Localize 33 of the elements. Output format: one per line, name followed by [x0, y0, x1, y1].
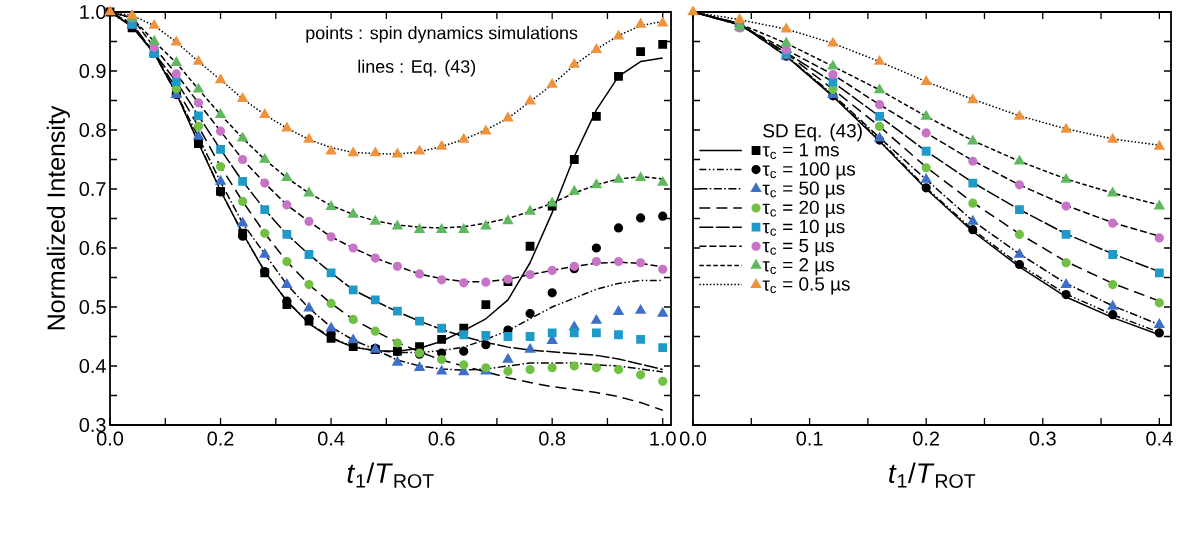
x-tick-label: 0.8: [539, 431, 566, 446]
x-tick-label: 0.0: [679, 431, 707, 446]
y-tick-label: 0.5: [79, 299, 106, 315]
x-axis-title: t$_{1}$/T$_{ROT}$: [889, 462, 976, 488]
legend-label: τ$_{c}$ = 1 ms: [762, 143, 839, 159]
x-tick-label: 0.0: [96, 431, 124, 446]
y-tick-label: 1.0: [80, 4, 106, 20]
x-tick-label: 1.0: [650, 431, 676, 446]
x-axis-title: t$_{1}$/T$_{ROT}$: [347, 462, 434, 488]
y-tick-label: 0.7: [79, 181, 106, 197]
legend-label: τ$_{c}$ = 50 µs: [762, 181, 845, 199]
x-tick-label: 0.3: [1029, 431, 1056, 446]
annotation: points : spin dynamics simulations: [306, 26, 578, 43]
y-tick-label: 0.3: [79, 417, 106, 433]
legend-label: τ$_{c}$ = 10 µs: [762, 219, 845, 237]
legend-label: τ$_{c}$ = 0.5 µs: [762, 277, 850, 295]
legend-label: τ$_{c}$ = 5 µs: [762, 239, 834, 256]
x-tick-label: 0.2: [207, 431, 234, 446]
y-tick-label: 0.6: [79, 240, 106, 256]
x-tick-label: 0.4: [1146, 431, 1173, 446]
legend-label: τ$_{c}$ = 2 µs: [762, 258, 834, 276]
y-tick-label: 0.8: [79, 122, 106, 138]
legend-label: τ$_{c}$ = 20 µs: [762, 200, 845, 218]
y-tick-label: 0.4: [79, 358, 106, 374]
y-tick-label: 0.9: [79, 63, 106, 79]
legend-title: SD Eq. (43): [763, 123, 862, 142]
legend-label: τ$_{c}$ = 100 µs: [762, 162, 856, 180]
annotation: lines : Eq. (43): [358, 59, 476, 77]
x-tick-label: 0.6: [428, 431, 455, 446]
x-tick-label: 0.1: [796, 431, 823, 446]
x-tick-label: 0.4: [318, 431, 345, 446]
y-axis-title: Normalized Intensity: [46, 105, 70, 330]
x-tick-label: 0.2: [913, 431, 940, 446]
